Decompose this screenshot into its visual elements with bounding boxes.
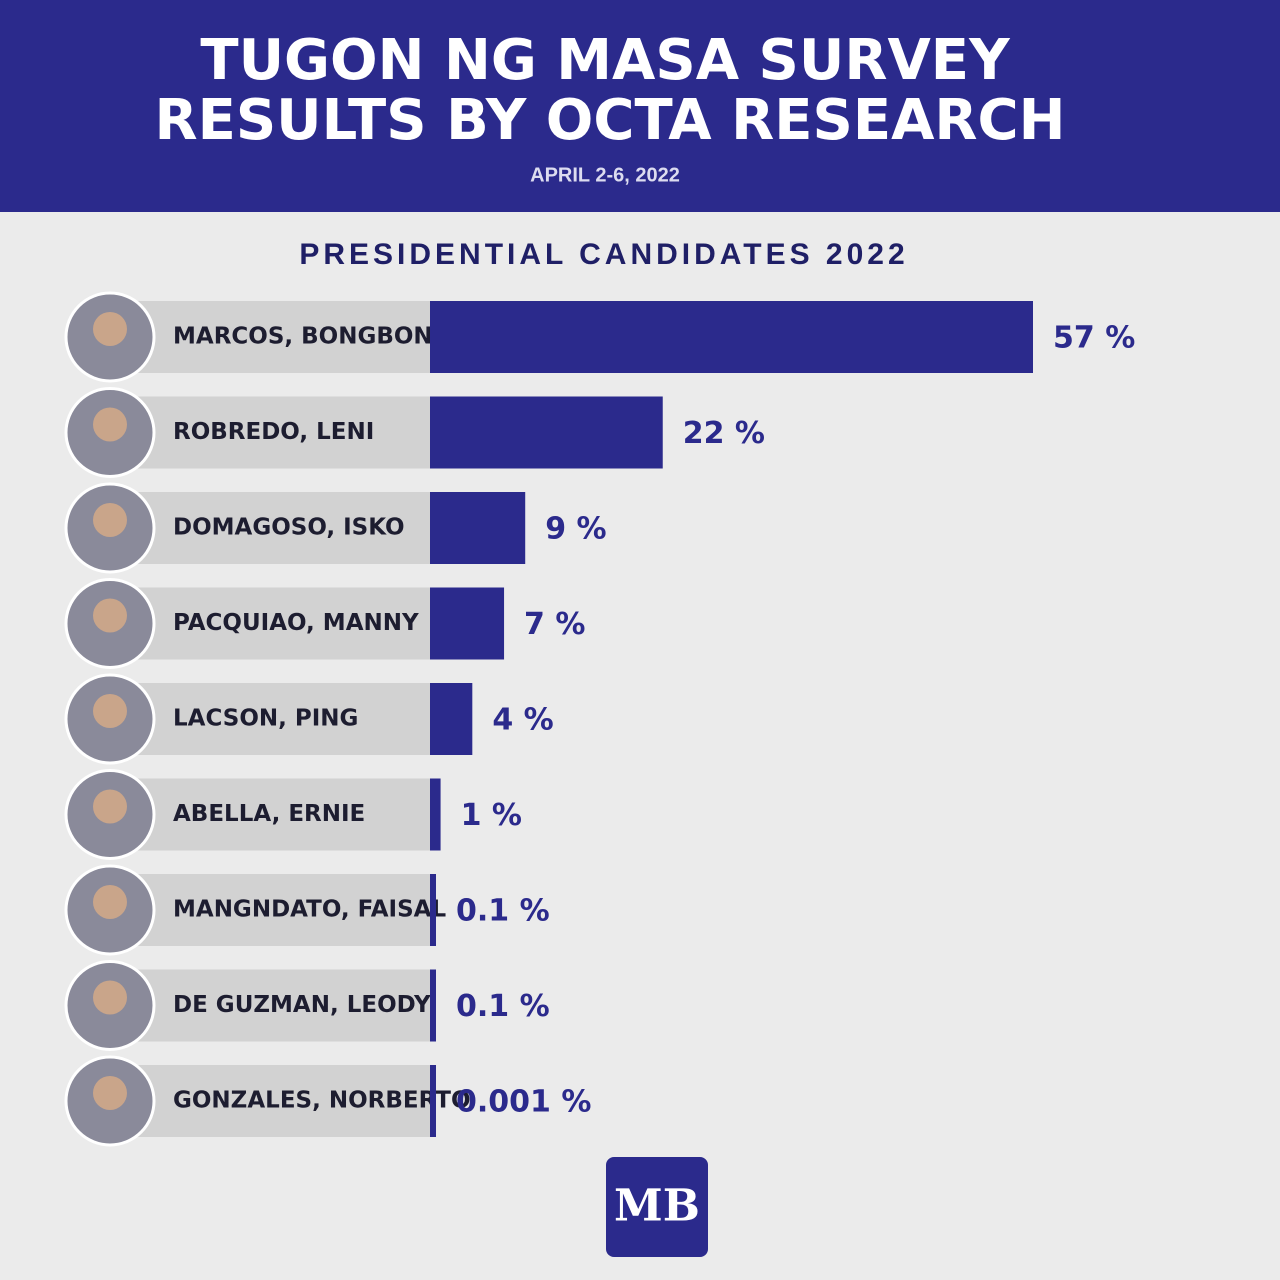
photo-head: [93, 407, 127, 442]
bar: [430, 1065, 436, 1137]
photo-head: [93, 312, 127, 346]
bar: [430, 874, 436, 946]
label-box: [110, 874, 430, 946]
label-box: [110, 396, 430, 469]
bar: [430, 396, 663, 469]
category-label: DE GUZMAN, LEODY: [173, 992, 431, 1018]
category-label: MANGNDATO, FAISAL: [173, 897, 446, 923]
bar: [430, 492, 526, 564]
bar: [430, 683, 473, 755]
category-label: DOMAGOSO, ISKO: [173, 515, 405, 541]
value-label: 57 %: [1053, 321, 1135, 356]
photo-head: [93, 694, 127, 728]
chart-heading: PRESIDENTIAL CANDIDATES 2022: [299, 238, 908, 271]
category-label: ROBREDO, LENI: [173, 419, 374, 445]
logo: MB: [614, 1181, 700, 1232]
subtitle: APRIL 2-6, 2022: [530, 164, 680, 186]
rows: MARCOS, BONGBONG 57 % ROBREDO, LENI 22 % DOM…: [64, 291, 1135, 1147]
label-box: [110, 969, 430, 1042]
photo-head: [93, 598, 127, 633]
value-label: 4 %: [492, 703, 553, 738]
value-label: 9 %: [545, 512, 606, 547]
value-label: 0.001 %: [456, 1085, 591, 1120]
bar: [430, 778, 441, 851]
chart-title: RESULTS BY OCTA RESEARCH: [154, 88, 1065, 153]
label-box: [110, 587, 430, 660]
category-label: ABELLA, ERNIE: [173, 801, 365, 827]
bar: [430, 969, 436, 1042]
category-label: MARCOS, BONGBONG: [173, 324, 452, 350]
label-box: [110, 778, 430, 851]
header-band: [0, 0, 1280, 212]
logo-box: [606, 1157, 708, 1257]
photo-head: [93, 1076, 127, 1110]
value-label: 0.1 %: [456, 989, 550, 1024]
value-label: 0.1 %: [456, 894, 550, 929]
category-label: PACQUIAO, MANNY: [173, 610, 419, 636]
value-label: 22 %: [683, 416, 765, 451]
photo-head: [93, 503, 127, 537]
value-label: 1 %: [461, 798, 522, 833]
label-box: [110, 683, 430, 755]
value-label: 7 %: [524, 607, 585, 642]
photo-head: [93, 885, 127, 919]
label-box: [110, 492, 430, 564]
category-label: GONZALES, NORBERTO: [173, 1088, 471, 1114]
label-box: [110, 1065, 430, 1137]
category-label: LACSON, PING: [173, 706, 358, 732]
bar: [430, 301, 1033, 373]
photo-head: [93, 980, 127, 1015]
bar: [430, 587, 505, 660]
chart-title: TUGON NG MASA SURVEY: [200, 28, 1011, 93]
photo-head: [93, 789, 127, 824]
label-box: [110, 301, 430, 373]
